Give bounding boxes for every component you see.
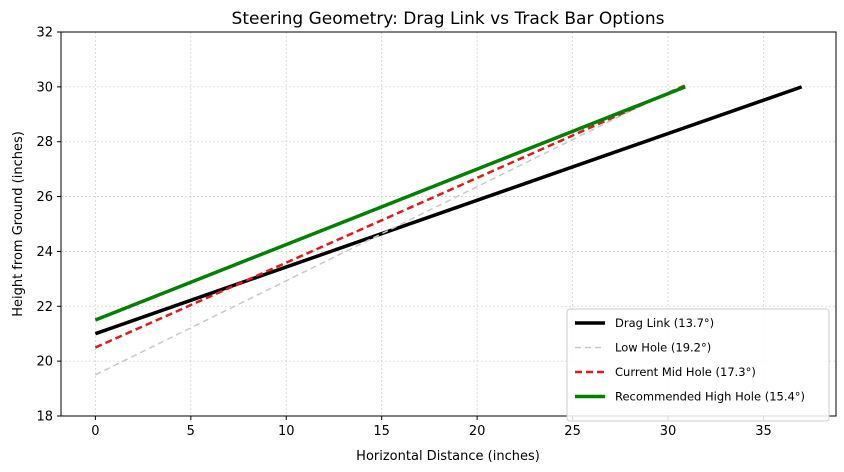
series-lines — [94, 83, 803, 376]
chart-title: Steering Geometry: Drag Link vs Track Ba… — [232, 9, 665, 29]
legend-label-2: Low Hole (19.2°) — [615, 341, 711, 355]
legend: Drag Link (13.7°) Low Hole (19.2°) Current… — [566, 308, 830, 422]
legend-label-1: Drag Link (13.7°) — [615, 316, 714, 330]
y-axis-label: Height from Ground (inches) — [11, 131, 26, 317]
x-tick-label: 5 — [187, 424, 195, 439]
plot-frame — [60, 31, 837, 417]
y-tick-label: 32 — [36, 26, 53, 41]
x-tick-label: 35 — [755, 424, 772, 439]
y-tick-label: 20 — [36, 355, 53, 370]
x-tick-label: 20 — [469, 424, 486, 439]
legend-box — [566, 308, 830, 422]
y-tick-label: 22 — [36, 300, 53, 315]
x-axis-label: Horizontal Distance (inches) — [356, 449, 540, 464]
x-tick-label: 15 — [373, 424, 390, 439]
x-tick-label: 25 — [564, 424, 581, 439]
series-line-1 — [94, 85, 803, 336]
x-tick-label: 10 — [278, 424, 295, 439]
y-tick-label: 28 — [36, 135, 53, 150]
x-tick-label: 30 — [660, 424, 677, 439]
legend-label-3: Current Mid Hole (17.3°) — [615, 365, 756, 379]
series-line-3 — [94, 84, 686, 349]
legend-label-4: Recommended High Hole (15.4°) — [615, 390, 805, 404]
y-tick-label: 18 — [36, 410, 53, 425]
y-tick-label: 24 — [36, 245, 53, 260]
axis-ticks: 0 5 10 15 20 25 30 35 18 20 22 24 26 28 30 32 — [36, 26, 771, 440]
x-tick-label: 0 — [91, 424, 99, 439]
y-tick-label: 26 — [36, 190, 53, 205]
y-tick-label: 30 — [36, 80, 53, 95]
series-line-4 — [94, 85, 686, 322]
